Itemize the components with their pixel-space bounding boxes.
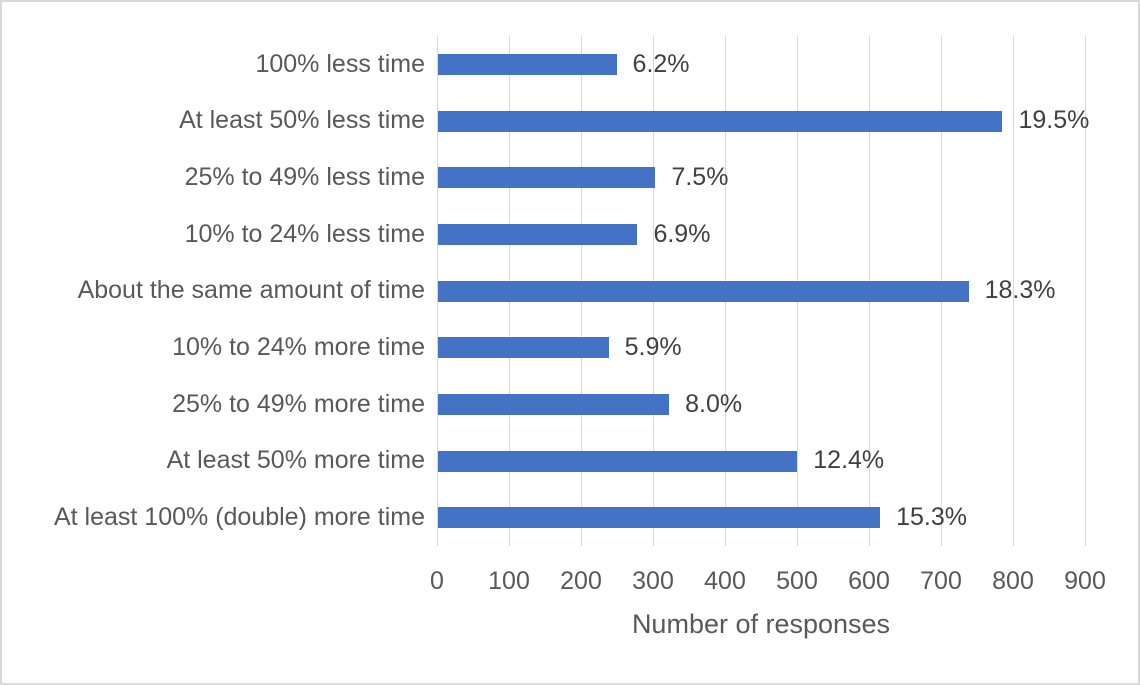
category-label: 10% to 24% less time	[184, 219, 425, 248]
bar	[438, 507, 881, 529]
x-tick-label: 200	[560, 567, 602, 595]
bar	[438, 450, 798, 472]
category-label: At least 50% more time	[166, 446, 425, 475]
x-tick-label: 900	[1064, 567, 1106, 595]
x-tick-label: 800	[992, 567, 1034, 595]
category-label: 10% to 24% more time	[172, 333, 425, 362]
x-tick-label: 500	[776, 567, 818, 595]
bar	[438, 393, 670, 415]
gridline	[1085, 36, 1086, 546]
bar-value-label: 8.0%	[685, 389, 743, 418]
x-tick-label: 700	[920, 567, 962, 595]
category-label: At least 100% (double) more time	[53, 503, 425, 532]
bar-value-label: 12.4%	[813, 446, 885, 475]
bar	[438, 337, 609, 359]
gridline	[1013, 36, 1014, 546]
x-tick-label: 300	[632, 567, 674, 595]
bar-value-label: 15.3%	[896, 503, 967, 532]
x-axis-title: Number of responses	[631, 609, 891, 639]
category-label: 100% less time	[255, 49, 425, 78]
bar-value-label: 19.5%	[1018, 106, 1090, 135]
bar	[438, 167, 656, 189]
bar-value-label: 5.9%	[624, 333, 682, 362]
bar	[438, 280, 969, 302]
x-tick-label: 400	[704, 567, 746, 595]
bar	[438, 223, 638, 245]
bar	[438, 53, 617, 75]
bar-value-label: 6.2%	[632, 49, 690, 78]
x-tick-label: 100	[488, 567, 530, 595]
gridline	[437, 36, 438, 546]
bar-value-label: 18.3%	[984, 276, 1056, 305]
x-tick-label: 0	[430, 567, 444, 595]
bar-value-label: 6.9%	[653, 219, 711, 248]
x-tick-label: 600	[848, 567, 890, 595]
bar-value-label: 7.5%	[671, 163, 729, 192]
category-label: At least 50% less time	[179, 106, 425, 135]
bar	[438, 110, 1003, 132]
category-label: 25% to 49% less time	[184, 163, 425, 192]
category-label: About the same amount of time	[77, 276, 425, 305]
category-label: 25% to 49% more time	[172, 389, 425, 418]
